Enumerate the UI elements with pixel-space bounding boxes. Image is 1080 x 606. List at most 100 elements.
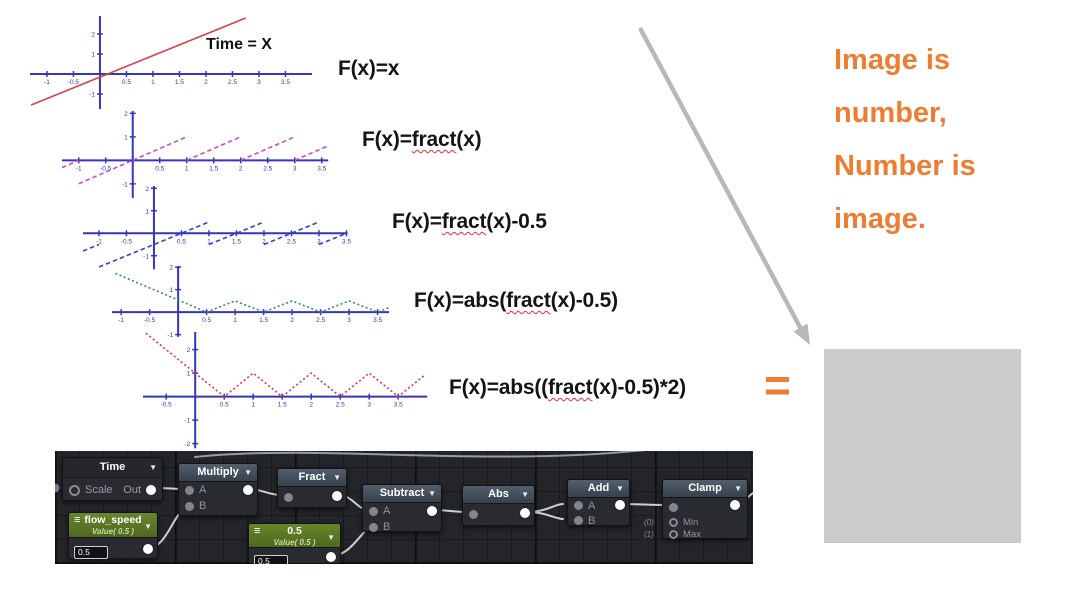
svg-text:-1: -1 (76, 165, 82, 172)
max-input-port[interactable] (669, 529, 678, 539)
add-output-port[interactable] (615, 500, 625, 510)
input-port-a[interactable] (185, 485, 194, 495)
min-input-port[interactable] (669, 517, 678, 527)
scale-input-port[interactable] (69, 484, 80, 496)
svg-text:1: 1 (145, 208, 149, 215)
quote-line: image. (834, 203, 926, 235)
svg-text:1: 1 (207, 238, 211, 245)
svg-text:1: 1 (124, 134, 128, 141)
time-output-port[interactable] (146, 485, 156, 495)
node-title: Subtract (379, 487, 425, 499)
svg-text:-1: -1 (184, 418, 190, 425)
svg-text:1: 1 (169, 287, 173, 294)
input-port-b[interactable] (574, 516, 583, 525)
formula-fract: F(x)=fract(x) (362, 128, 482, 152)
input-port[interactable] (469, 509, 478, 519)
subtract-output-port[interactable] (427, 506, 437, 516)
svg-text:2.5: 2.5 (263, 165, 272, 172)
node-add-header[interactable]: Add ▼ (568, 480, 629, 498)
chevron-down-icon[interactable]: ▼ (734, 484, 742, 493)
svg-text:1.5: 1.5 (277, 402, 286, 409)
svg-text:-1: -1 (118, 317, 124, 324)
node-fract[interactable]: Fract ▼ (277, 468, 347, 508)
svg-text:-1: -1 (44, 79, 50, 86)
input-port-b[interactable] (369, 522, 378, 532)
value-field[interactable]: 0.5 (254, 555, 288, 564)
quote-line: number, (834, 97, 947, 129)
node-multiply-header[interactable]: Multiply ▼ (179, 464, 257, 482)
port-label-out: Out (123, 484, 141, 496)
svg-text:3.5: 3.5 (342, 238, 351, 245)
chevron-down-icon[interactable]: ▼ (333, 473, 341, 482)
input-port[interactable] (284, 492, 293, 502)
port-label-b: B (383, 521, 391, 533)
input-port-a[interactable] (574, 501, 583, 510)
svg-text:-1: -1 (167, 332, 173, 339)
node-add[interactable]: Add ▼ A B (567, 479, 630, 527)
input-port-a[interactable] (369, 506, 378, 516)
multiply-output-port[interactable] (243, 485, 253, 495)
svg-text:1.5: 1.5 (209, 165, 218, 172)
node-title: flow_speed (84, 514, 142, 526)
svg-text:1: 1 (251, 402, 255, 409)
node-time[interactable]: Time ▼ Scale Out (62, 457, 163, 501)
formula-abs-fract: F(x)=abs(fract(x)-0.5) (414, 289, 618, 313)
node-title: Add (587, 482, 610, 494)
gray-image-swatch (824, 349, 1021, 543)
port-label-scale: Scale (85, 484, 113, 496)
node-fract-header[interactable]: Fract ▼ (278, 469, 346, 487)
shader-node-editor[interactable]: Time ▼ Scale Out Multiply ▼ A B Fract ▼ (55, 451, 753, 564)
input-port-b[interactable] (185, 501, 194, 511)
svg-text:1: 1 (151, 79, 155, 86)
formula-abs-fract-x2: F(x)=abs((fract(x)-0.5)*2) (449, 376, 686, 400)
svg-text:3.5: 3.5 (281, 79, 290, 86)
port-label-a: A (383, 505, 391, 517)
chevron-down-icon[interactable]: ▼ (244, 468, 252, 477)
chevron-down-icon[interactable]: ▼ (327, 533, 335, 542)
formula-fx-x: F(x)=x (338, 57, 399, 81)
node-flow-speed[interactable]: ≡ flow_speed Value( 0.5 ) ▼ 0.5 (68, 512, 158, 559)
clamp-output-port[interactable] (730, 500, 740, 510)
input-port[interactable] (669, 502, 678, 512)
svg-text:2: 2 (239, 165, 243, 172)
node-subtract-header[interactable]: Subtract ▼ (363, 485, 441, 503)
node-time-header[interactable]: Time ▼ (63, 458, 162, 478)
flow-speed-output-port[interactable] (143, 544, 153, 554)
node-multiply[interactable]: Multiply ▼ A B (178, 463, 258, 516)
menu-icon[interactable]: ≡ (254, 525, 261, 537)
value-field[interactable]: 0.5 (74, 546, 108, 559)
chevron-down-icon[interactable]: ▼ (149, 463, 157, 472)
formula-fract-part: fract (411, 128, 457, 151)
value-05-output-port[interactable] (326, 552, 336, 562)
svg-text:2.5: 2.5 (228, 79, 237, 86)
chevron-down-icon[interactable]: ▼ (521, 490, 529, 499)
svg-text:2: 2 (169, 265, 173, 272)
chevron-down-icon[interactable]: ▼ (616, 484, 624, 493)
node-clamp-header[interactable]: Clamp ▼ (663, 480, 747, 498)
node-subtract[interactable]: Subtract ▼ A B (362, 484, 442, 533)
svg-text:-0.5: -0.5 (121, 238, 133, 245)
svg-text:1: 1 (91, 52, 95, 59)
port-label-b: B (588, 514, 596, 527)
node-clamp[interactable]: Clamp ▼ (0) Min (1) Max (644, 479, 748, 540)
abs-output-port[interactable] (520, 508, 530, 518)
node-abs-header[interactable]: Abs ▼ (463, 486, 534, 504)
svg-text:2: 2 (124, 110, 128, 117)
graph-F(x)=fract(x): -1 -0.5 0.5 1 1.5 2 2.5 3 3.5 2 1 -1 (61, 110, 329, 198)
formula-text: F(x)=x (338, 57, 400, 80)
svg-text:1.5: 1.5 (232, 238, 241, 245)
chevron-down-icon[interactable]: ▼ (428, 489, 436, 498)
graph-F(x)=fract(x)-0.5: -1 -0.5 0.5 1 1.5 2 2.5 3 3.5 2 1 -1 (82, 186, 351, 269)
node-abs[interactable]: Abs ▼ (462, 485, 535, 526)
chevron-down-icon[interactable]: ▼ (144, 522, 152, 531)
fract-output-port[interactable] (332, 491, 342, 501)
svg-text:3: 3 (367, 402, 371, 409)
menu-icon[interactable]: ≡ (74, 514, 81, 526)
node-flow-speed-header[interactable]: ≡ flow_speed Value( 0.5 ) ▼ (69, 513, 157, 538)
node-value-05-header[interactable]: ≡ 0.5 Value( 0.5 ) ▼ (249, 524, 340, 548)
svg-text:-1: -1 (143, 253, 149, 260)
node-title: Multiply (197, 466, 239, 478)
graph-annotation-time-x: Time = X (206, 36, 272, 53)
node-value-05[interactable]: ≡ 0.5 Value( 0.5 ) ▼ 0.5 (248, 523, 341, 564)
graph-F(x)=x: -1 -0.5 0.5 1 1.5 2 2.5 3 3.5 2 1 -1 (30, 16, 312, 109)
